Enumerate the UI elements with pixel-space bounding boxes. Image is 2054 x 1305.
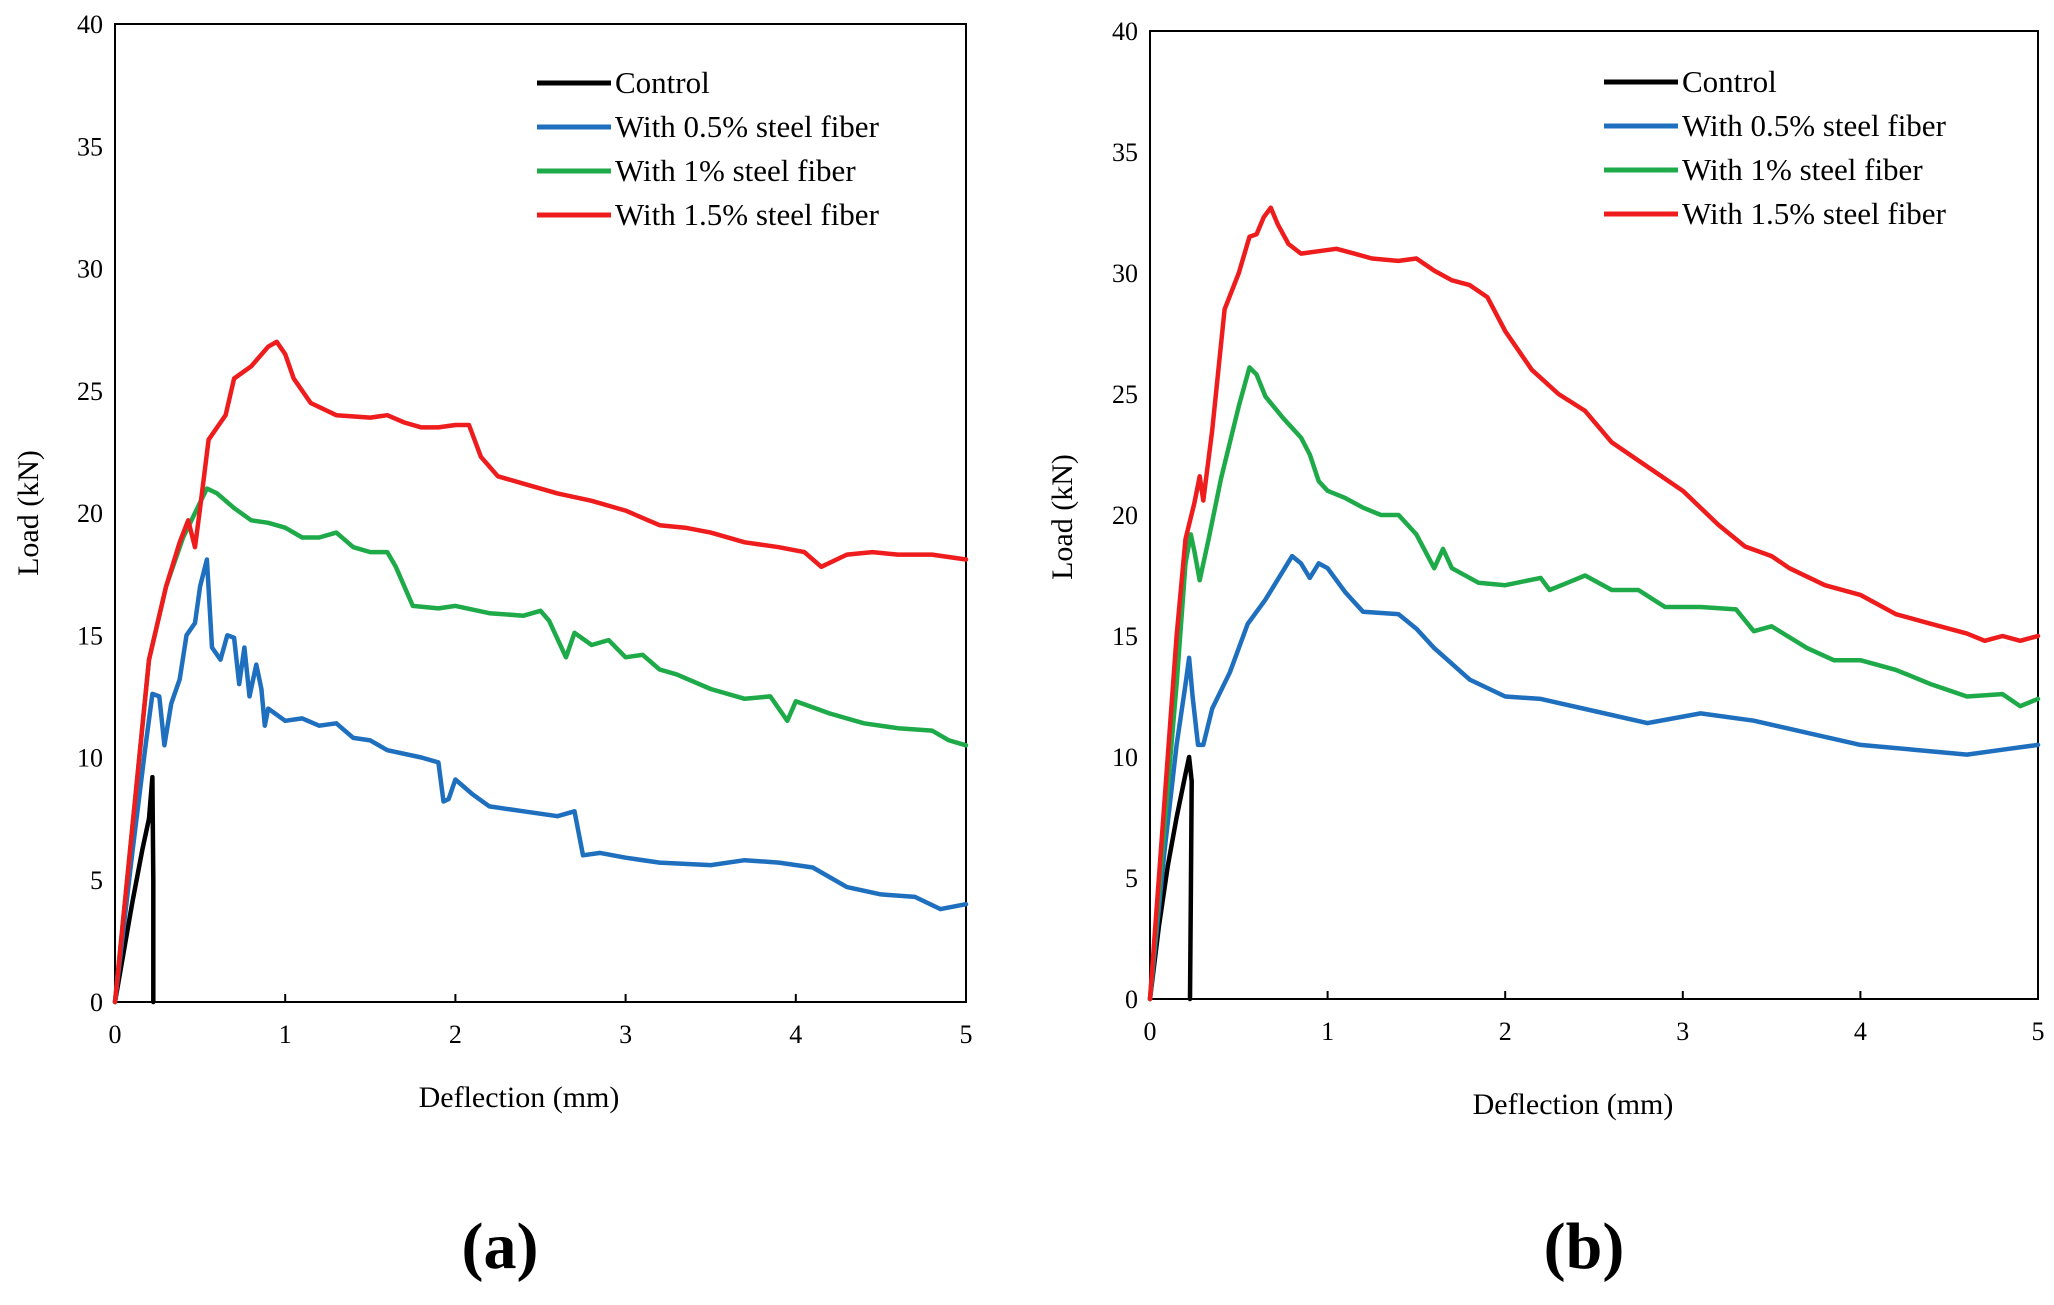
legend-label-with-1-steel-fiber: With 1% steel fiber xyxy=(1682,152,1923,187)
legend-b: Control With 0.5% steel fiber With 1% stee… xyxy=(1604,64,1947,231)
ylabel-a: Load (kN) xyxy=(12,450,45,576)
ylabel-b: Load (kN) xyxy=(1046,454,1079,580)
x-tick-label: 1 xyxy=(279,1020,292,1049)
series-line-with-1-5-steel-fiber xyxy=(1147,205,2041,1002)
series-line-control xyxy=(112,774,156,1005)
y-tick-label: 20 xyxy=(77,499,103,528)
y-tick-label: 40 xyxy=(1112,17,1138,46)
plot-frame-b xyxy=(1149,30,2039,1000)
y-tick-label: 30 xyxy=(77,255,103,284)
y-tick-label: 5 xyxy=(1125,864,1138,893)
x-tick-label: 0 xyxy=(1144,1017,1157,1046)
legend-label-with-1-steel-fiber: With 1% steel fiber xyxy=(615,153,856,188)
legend-a: Control With 0.5% steel fiber With 1% stee… xyxy=(537,65,880,232)
series-line-with-0-5-steel-fiber xyxy=(1147,553,2041,1002)
legend-label-with-1-5-steel-fiber: With 1.5% steel fiber xyxy=(615,197,880,232)
series-lines-b xyxy=(1147,205,2041,1002)
x-tick-label: 5 xyxy=(960,1020,973,1049)
panel-label-a: (a) xyxy=(462,1210,539,1283)
y-tick-label: 15 xyxy=(77,621,103,650)
x-tick-label: 4 xyxy=(1854,1017,1867,1046)
x-tick-label: 2 xyxy=(1499,1017,1512,1046)
x-tick-label: 4 xyxy=(789,1020,802,1049)
legend-label-with-0-5-steel-fiber: With 0.5% steel fiber xyxy=(1682,108,1947,143)
series-lines-a xyxy=(112,339,969,1005)
y-tick-label: 35 xyxy=(77,132,103,161)
chart-panel-b: 0 5 10 15 20 25 30 35 40 0 1 2 3 4 5 Load (kN) Deflect… xyxy=(1046,17,2045,1283)
y-tick-label: 35 xyxy=(1112,138,1138,167)
y-tick-label: 40 xyxy=(77,10,103,39)
legend-label-control: Control xyxy=(1682,64,1777,99)
y-tick-label: 30 xyxy=(1112,259,1138,288)
series-line-with-1-steel-fiber xyxy=(112,486,969,1005)
xlabel-b: Deflection (mm) xyxy=(1473,1088,1674,1121)
legend-label-with-0-5-steel-fiber: With 0.5% steel fiber xyxy=(615,109,880,144)
x-tick-label: 3 xyxy=(1676,1017,1689,1046)
x-tick-label: 1 xyxy=(1321,1017,1334,1046)
y-tick-label: 5 xyxy=(90,866,103,895)
y-tick-label: 0 xyxy=(90,988,103,1017)
y-tick-label: 15 xyxy=(1112,622,1138,651)
x-tick-label: 3 xyxy=(619,1020,632,1049)
y-tick-label: 10 xyxy=(1112,743,1138,772)
x-tick-label: 5 xyxy=(2032,1017,2045,1046)
chart-panel-a: 0 5 10 15 20 25 30 35 40 0 1 2 3 4 5 Load (kN) Deflect… xyxy=(12,10,973,1283)
axis-ticks-b: 0 5 10 15 20 25 30 35 40 0 1 2 3 4 5 xyxy=(1112,17,2045,1046)
xlabel-a: Deflection (mm) xyxy=(419,1081,620,1114)
y-tick-label: 10 xyxy=(77,744,103,773)
axis-ticks-a: 0 5 10 15 20 25 30 35 40 0 1 2 3 4 5 xyxy=(77,10,973,1049)
y-tick-label: 25 xyxy=(77,377,103,406)
x-tick-label: 2 xyxy=(449,1020,462,1049)
y-tick-label: 25 xyxy=(1112,380,1138,409)
x-tick-label: 0 xyxy=(109,1020,122,1049)
series-line-with-0-5-steel-fiber xyxy=(112,557,969,1005)
series-line-with-1-steel-fiber xyxy=(1147,365,2041,1002)
series-line-control xyxy=(1147,754,1194,1002)
legend-label-control: Control xyxy=(615,65,710,100)
plot-frame-a xyxy=(114,23,967,1003)
series-line-with-1-5-steel-fiber xyxy=(112,339,969,1005)
y-tick-label: 0 xyxy=(1125,985,1138,1014)
panel-label-b: (b) xyxy=(1544,1210,1625,1283)
y-tick-label: 20 xyxy=(1112,501,1138,530)
legend-label-with-1-5-steel-fiber: With 1.5% steel fiber xyxy=(1682,196,1947,231)
